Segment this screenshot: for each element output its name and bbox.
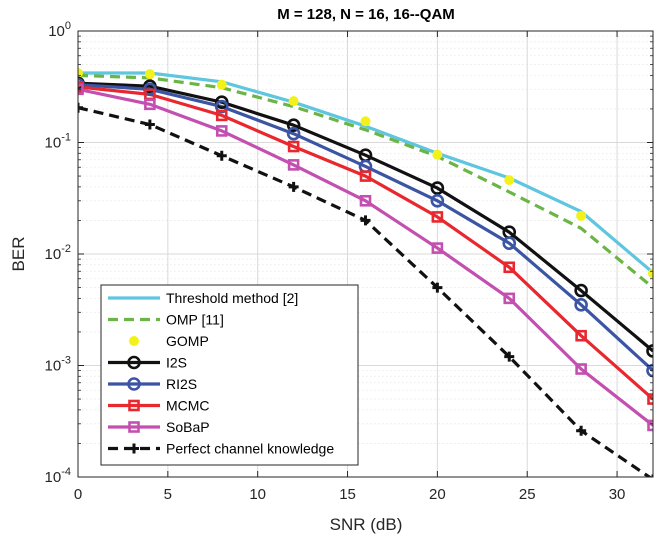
- x-axis-label: SNR (dB): [330, 515, 403, 534]
- series-line-mcmc: [78, 85, 653, 401]
- legend-label-threshold-method-2: Threshold method [2]: [166, 290, 298, 306]
- data-point-sobap: [575, 363, 587, 375]
- legend: Threshold method [2] OMP [11] GOMP I2S RI2S M…: [100, 284, 359, 466]
- data-point-perfect-channel-knowledge: [288, 181, 299, 192]
- legend-label-ri2s: RI2S: [166, 376, 197, 392]
- data-point-sobap: [78, 83, 84, 96]
- data-point-sobap: [647, 419, 653, 432]
- data-point-ri2s: [430, 194, 445, 208]
- data-point-perfect-channel-knowledge: [360, 215, 371, 226]
- x-tick-label: 15: [339, 486, 356, 503]
- x-tick-label: 10: [249, 486, 266, 503]
- legend-box: [100, 284, 359, 466]
- series-line-i2s: [78, 81, 653, 353]
- legend-label-perfect-channel-knowledge: Perfect channel knowledge: [166, 441, 334, 457]
- grid: [78, 30, 653, 478]
- y-tick-label: 10-3: [45, 355, 71, 375]
- legend-marker-perfect-channel-knowledge: [129, 443, 139, 454]
- x-tick-label: 0: [74, 486, 82, 503]
- data-point-ri2s: [646, 363, 653, 378]
- data-point-gomp: [144, 69, 155, 80]
- data-point-mcmc: [215, 109, 228, 122]
- legend-label-gomp: GOMP: [166, 333, 209, 349]
- y-tick-label: 10-2: [45, 243, 71, 263]
- data-point-perfect-channel-knowledge: [576, 425, 587, 436]
- data-point-ri2s: [574, 298, 588, 312]
- series-line-ri2s: [78, 83, 653, 372]
- data-point-i2s: [430, 181, 445, 195]
- data-point-sobap: [431, 242, 444, 254]
- series-line-omp-11: [78, 73, 653, 289]
- series-line-sobap: [78, 87, 653, 427]
- data-point-mcmc: [287, 140, 300, 153]
- data-point-perfect-channel-knowledge: [78, 102, 83, 113]
- data-point-sobap: [215, 125, 228, 137]
- data-point-ri2s: [286, 126, 301, 141]
- x-tick-label: 30: [609, 486, 626, 503]
- data-point-sobap: [359, 195, 372, 207]
- y-tick-label: 10-1: [45, 132, 71, 152]
- data-point-i2s: [574, 283, 588, 298]
- axis-ticks: 10-4 10-3 10-2 10-1 100 0 5 10 15 20 25 30: [45, 20, 653, 503]
- data-point-gomp: [576, 210, 587, 221]
- y-tick-label: 100: [48, 20, 71, 40]
- y-tick-label: 10-4: [45, 466, 71, 486]
- legend-marker-sobap: [128, 421, 140, 433]
- data-point-mcmc: [359, 170, 372, 182]
- x-tick-label: 25: [519, 486, 536, 503]
- data-point-mcmc: [503, 261, 516, 274]
- data-point-gomp: [504, 175, 515, 186]
- data-point-gomp: [432, 149, 443, 160]
- legend-marker-gomp: [129, 336, 139, 346]
- legend-marker-mcmc: [128, 399, 140, 412]
- data-point-gomp: [288, 96, 299, 107]
- data-point-perfect-channel-knowledge: [216, 150, 227, 161]
- legend-marker-i2s: [127, 355, 141, 370]
- y-axis-label: BER: [9, 237, 28, 272]
- data-point-i2s: [286, 118, 301, 132]
- data-point-i2s: [214, 95, 229, 109]
- data-point-perfect-channel-knowledge: [504, 351, 515, 362]
- data-point-perfect-channel-knowledge: [432, 282, 443, 293]
- legend-label-sobap: SoBaP: [166, 419, 210, 435]
- legend-label-i2s: I2S: [166, 355, 187, 371]
- x-tick-label: 20: [429, 486, 446, 503]
- series-markers: [78, 68, 653, 477]
- legend-label-mcmc: MCMC: [166, 398, 210, 414]
- data-point-gomp: [360, 116, 371, 127]
- data-point-mcmc: [647, 393, 653, 405]
- x-tick-label: 5: [164, 486, 172, 503]
- data-point-mcmc: [575, 329, 587, 342]
- data-point-gomp: [216, 79, 227, 90]
- data-point-sobap: [503, 292, 516, 305]
- data-point-perfect-channel-knowledge: [144, 119, 155, 130]
- legend-label-omp-11: OMP [11]: [166, 312, 224, 328]
- data-point-sobap: [287, 159, 300, 171]
- data-point-ri2s: [502, 236, 517, 250]
- data-point-sobap: [144, 98, 156, 111]
- data-point-i2s: [646, 344, 653, 358]
- data-point-mcmc: [431, 211, 444, 223]
- chart-title: M = 128, N = 16, 16--QAM: [277, 6, 455, 23]
- legend-marker-ri2s: [127, 377, 141, 391]
